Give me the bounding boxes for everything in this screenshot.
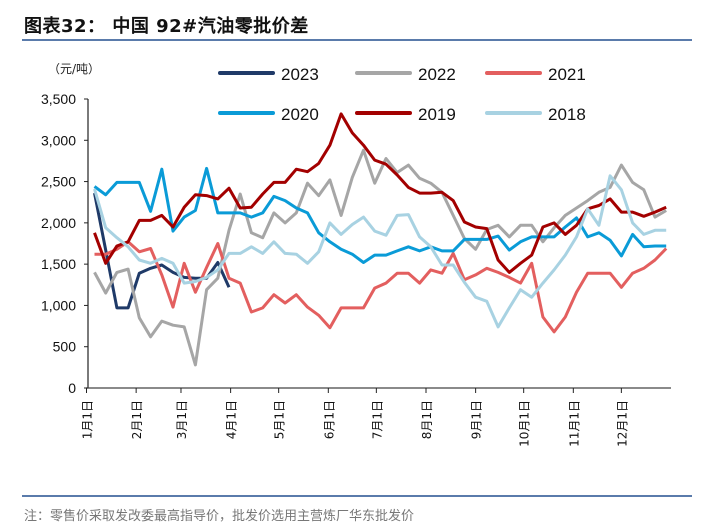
y-axis-unit-label: （元/吨） xyxy=(48,62,101,76)
x-tick-label: 3月1日 xyxy=(175,400,189,439)
x-tick-label: 5月1日 xyxy=(273,400,287,439)
legend-label-2022: 2022 xyxy=(418,65,456,84)
y-tick-label: 1,500 xyxy=(41,256,76,272)
x-tick-label: 1月1日 xyxy=(81,400,95,439)
y-tick-label: 3,500 xyxy=(41,91,76,107)
x-tick-label: 9月1日 xyxy=(470,400,484,439)
y-tick-label: 2,000 xyxy=(41,215,76,231)
x-tick-label: 8月1日 xyxy=(420,400,434,439)
y-tick-label: 500 xyxy=(53,339,77,355)
series-line-2021 xyxy=(94,240,668,334)
note-divider xyxy=(22,495,692,497)
y-tick-label: 2,500 xyxy=(41,174,76,190)
series-line-2018 xyxy=(93,174,667,329)
legend-label-2023: 2023 xyxy=(281,65,319,84)
legend-label-2018: 2018 xyxy=(548,105,586,124)
x-tick-label: 7月1日 xyxy=(370,400,384,439)
x-tick-label: 2月1日 xyxy=(130,400,144,439)
legend-label-2021: 2021 xyxy=(548,65,586,84)
series-line-2022 xyxy=(93,148,667,367)
y-tick-label: 3,000 xyxy=(41,132,76,148)
legend-label-2019: 2019 xyxy=(418,105,456,124)
legend-label-2020: 2020 xyxy=(281,105,319,124)
x-tick-label: 4月1日 xyxy=(225,400,239,439)
series-line-2020 xyxy=(93,166,667,264)
footnote: 注：零售价采取发改委最高指导价，批发价选用主营炼厂华东批发价 xyxy=(24,509,415,524)
x-tick-label: 6月1日 xyxy=(322,400,336,439)
y-tick-label: 0 xyxy=(68,380,76,396)
title-divider xyxy=(22,39,692,41)
chart-title: 图表32： 中国 92#汽油零批价差 xyxy=(24,16,309,37)
series-line-2019 xyxy=(93,112,667,274)
y-tick-label: 1,000 xyxy=(41,297,76,313)
x-tick-label: 12月1日 xyxy=(615,400,629,447)
x-tick-label: 11月1日 xyxy=(567,400,581,447)
x-tick-label: 10月1日 xyxy=(518,400,532,447)
